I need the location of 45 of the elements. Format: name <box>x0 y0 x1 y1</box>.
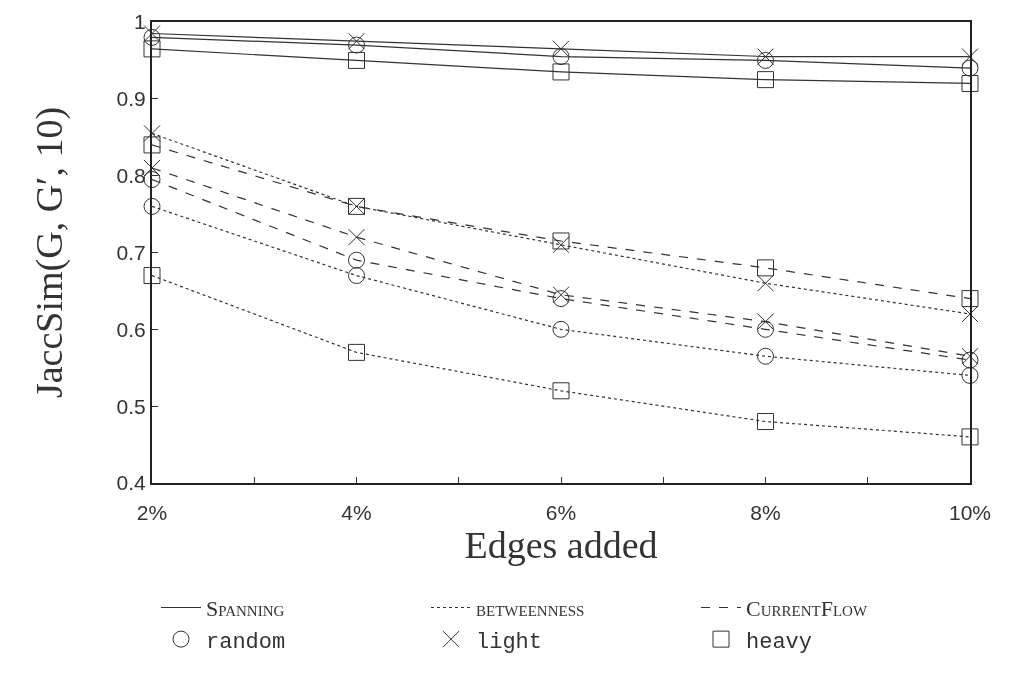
point <box>961 59 979 77</box>
point <box>552 48 570 66</box>
y-axis-title: JaccSim(G, G′, 10) <box>28 106 72 399</box>
point <box>757 259 774 277</box>
legend-label: Spanning <box>206 596 285 622</box>
point <box>143 267 161 285</box>
x-tick-label: 8% <box>750 501 781 525</box>
point <box>757 320 774 338</box>
point <box>552 320 570 338</box>
point <box>348 343 365 361</box>
legend-label: light <box>476 629 543 655</box>
point <box>348 36 365 54</box>
point <box>552 232 570 250</box>
y-tick-label: 0.4 <box>116 471 147 495</box>
x-tick-label: 6% <box>545 501 577 525</box>
x-tick-label: 2% <box>136 501 168 525</box>
point <box>961 366 979 384</box>
point <box>757 347 774 365</box>
point <box>143 136 161 154</box>
point <box>552 290 570 308</box>
point <box>348 267 365 285</box>
point <box>961 351 979 369</box>
point <box>961 74 979 92</box>
point <box>961 428 979 446</box>
point <box>757 71 774 89</box>
point <box>961 290 979 308</box>
x-tick-label: 4% <box>341 501 372 525</box>
point <box>552 63 570 81</box>
x-axis-title: Edges added <box>464 524 658 567</box>
legend-label: random <box>206 629 286 655</box>
legend-label: CurrentFlow <box>746 596 868 622</box>
y-tick-label: 0.5 <box>116 394 146 418</box>
y-tick-label: 0.6 <box>116 317 146 341</box>
point <box>143 40 161 58</box>
point <box>348 251 365 269</box>
legend-label: betweenness <box>476 596 585 622</box>
y-tick-label: 0.8 <box>116 164 146 188</box>
point <box>143 197 161 215</box>
y-tick-label: 1 <box>134 10 146 34</box>
y-tick-label: 0.9 <box>116 87 146 111</box>
y-tick-label: 0.7 <box>116 240 146 264</box>
point <box>348 51 365 69</box>
legend-label: heavy <box>746 629 813 655</box>
point <box>552 382 570 400</box>
x-tick-label: 10% <box>948 501 992 525</box>
